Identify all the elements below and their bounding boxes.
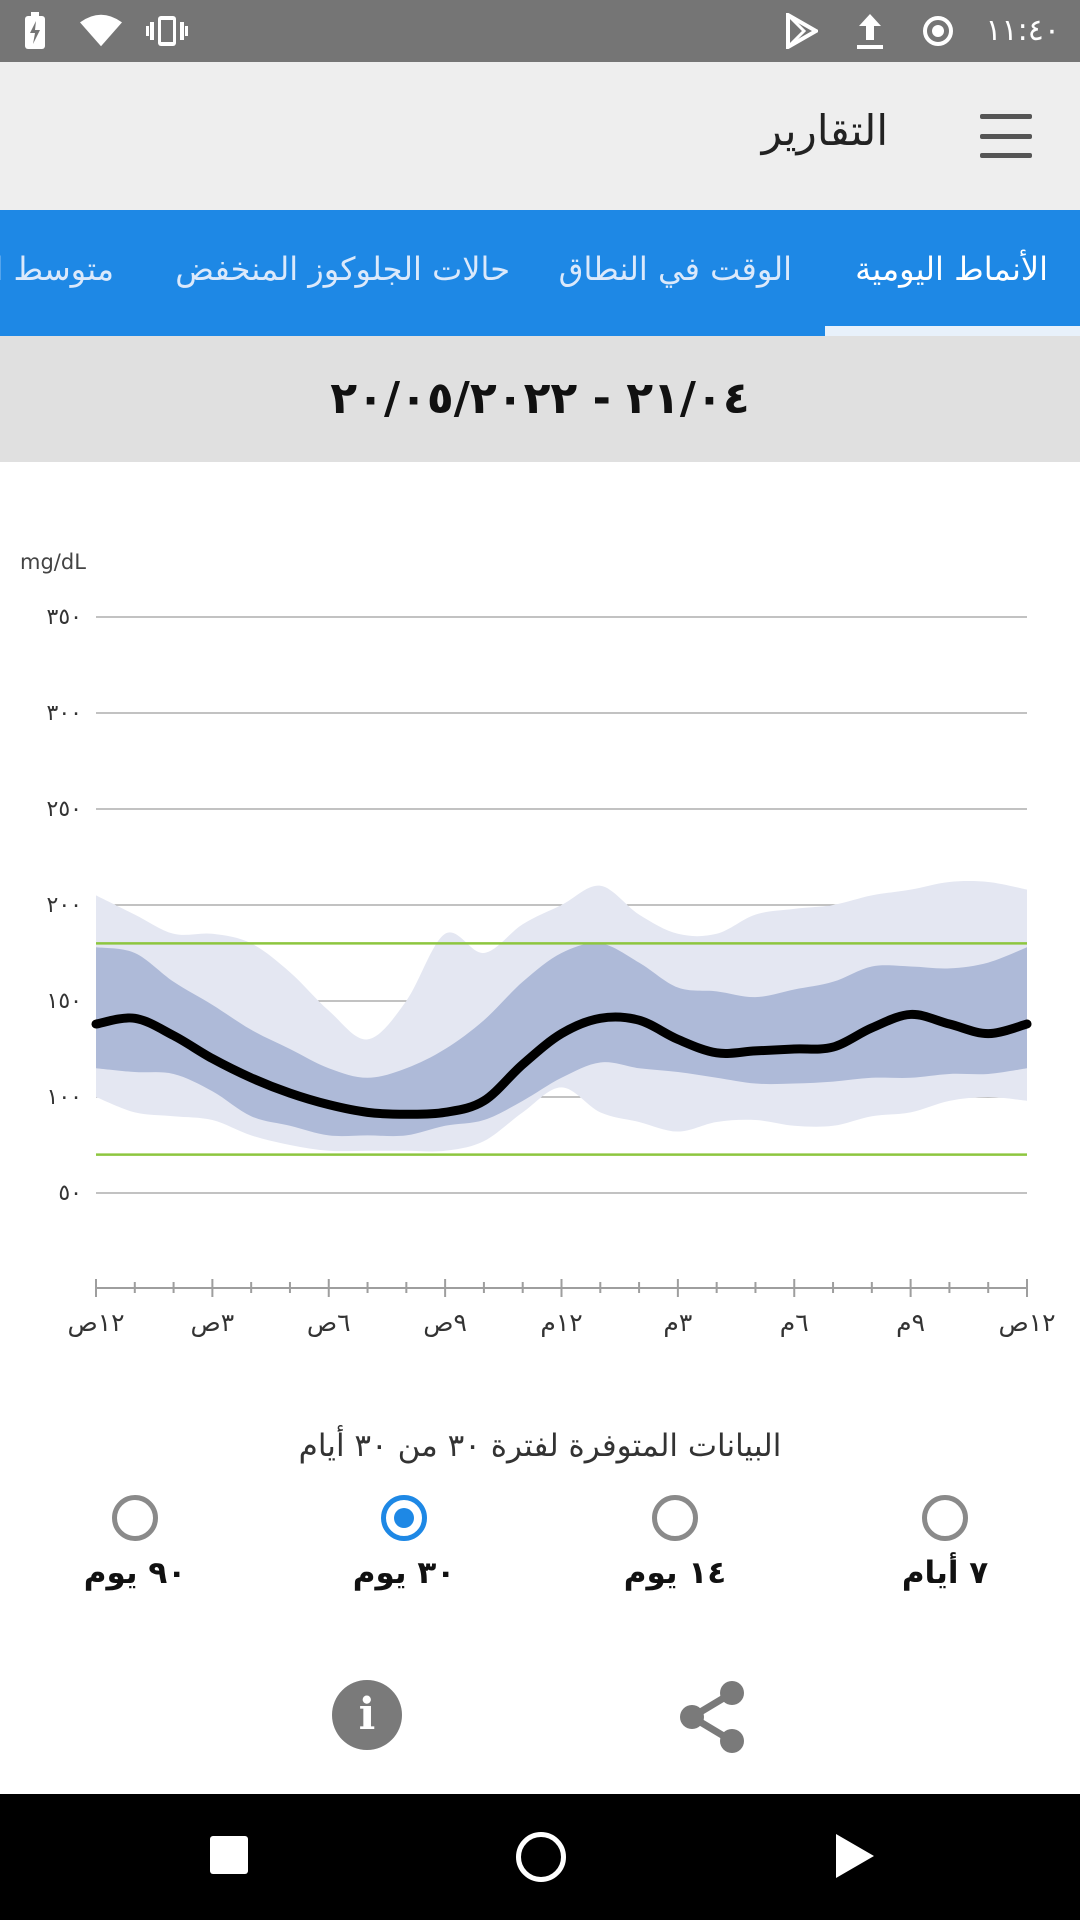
percentile-25-75-band (96, 943, 1027, 1137)
back-triangle-icon[interactable] (836, 1834, 874, 1878)
period-label: ٧ أيام (901, 1555, 989, 1591)
y-tick-label: ٣٠٠ (47, 701, 82, 726)
radio-7-days[interactable] (922, 1495, 968, 1541)
app-bar: التقارير (0, 62, 1080, 210)
period-label: ٣٠ يوم (352, 1555, 456, 1591)
record-icon (917, 10, 959, 52)
tab-low-glucose-events[interactable]: حالات الجلوكوز المنخفض (175, 250, 510, 288)
tab-time-in-range[interactable]: الوقت في النطاق (558, 250, 792, 288)
share-icon[interactable] (678, 1680, 748, 1754)
period-option-90[interactable]: ٩٠ يوم (35, 1495, 235, 1591)
x-tick-label: ٣ص (191, 1308, 235, 1337)
x-tick-label: ٣م (663, 1308, 692, 1337)
chart-svg: mg/dL ٣٥٠ ٣٠٠ ٢٥٠ ٢٠٠ ١٥٠ ١٠٠ ٥٠ ١٢ص ٣ص ٦ص ٩ص ١٢م ٣م ٦… (20, 550, 1056, 1337)
home-circle-icon[interactable] (516, 1832, 566, 1882)
radio-30-days[interactable] (381, 1495, 427, 1541)
median-line (91, 1009, 1032, 1119)
y-tick-label: ٥٠ (58, 1181, 82, 1206)
page-title: التقارير (761, 106, 888, 155)
x-tick-label: ١٢ص (67, 1308, 124, 1337)
x-tick-label: ١٢م (540, 1308, 582, 1337)
vibrate-icon (146, 10, 188, 52)
date-range: ٢١/٠٤ - ٢٠/٠٥/٢٠٢٢ (330, 373, 750, 424)
hamburger-menu-icon[interactable] (980, 114, 1032, 158)
period-option-30[interactable]: ٣٠ يوم (304, 1495, 504, 1591)
y-tick-label: ٢٥٠ (47, 797, 82, 822)
x-tick-label: ٦ص (307, 1308, 351, 1337)
period-option-14[interactable]: ١٤ يوم (575, 1495, 775, 1591)
x-tick-label: ٦م (780, 1308, 809, 1337)
data-availability-text: البيانات المتوفرة لفترة ٣٠ من ٣٠ أيام (298, 1428, 782, 1464)
y-tick-label: ١٠٠ (47, 1085, 82, 1110)
wifi-icon (80, 10, 122, 52)
status-bar: ١١:٤٠ (0, 0, 1080, 62)
daily-patterns-chart: mg/dL ٣٥٠ ٣٠٠ ٢٥٠ ٢٠٠ ١٥٠ ١٠٠ ٥٠ ١٢ص ٣ص ٦ص ٩ص ١٢م ٣م ٦… (0, 462, 1080, 1362)
recents-square-icon[interactable] (210, 1836, 248, 1874)
x-tick-label: ١٢ص (998, 1308, 1055, 1337)
play-store-icon (781, 10, 823, 52)
y-tick-label: ١٥٠ (47, 989, 82, 1014)
system-nav-bar (0, 1794, 1080, 1920)
active-tab-indicator (825, 326, 1080, 336)
status-clock: ١١:٤٠ (985, 13, 1060, 48)
y-tick-label: ٢٠٠ (47, 893, 82, 918)
period-options: ٧ أيام ١٤ يوم ٣٠ يوم ٩٠ يوم (0, 1495, 1080, 1615)
tab-daily-patterns[interactable]: الأنماط اليومية (855, 250, 1048, 288)
period-label: ١٤ يوم (623, 1555, 727, 1591)
period-option-7[interactable]: ٧ أيام (845, 1495, 1045, 1591)
report-tabs: الأنماط اليومية الوقت في النطاق حالات ال… (0, 210, 1080, 336)
x-tick-label: ٩م (896, 1308, 925, 1337)
y-axis-unit-label: mg/dL (20, 550, 86, 574)
y-tick-label: ٣٥٠ (47, 605, 82, 630)
radio-90-days[interactable] (112, 1495, 158, 1541)
tab-average[interactable]: متوسط ال (0, 250, 114, 288)
action-buttons: i (0, 1680, 1080, 1760)
upload-icon (849, 10, 891, 52)
radio-14-days[interactable] (652, 1495, 698, 1541)
battery-charging-icon (14, 10, 56, 52)
period-label: ٩٠ يوم (83, 1555, 187, 1591)
x-tick-label: ٩ص (423, 1308, 467, 1337)
date-range-band: ٢١/٠٤ - ٢٠/٠٥/٢٠٢٢ (0, 336, 1080, 462)
info-icon[interactable]: i (332, 1680, 402, 1750)
